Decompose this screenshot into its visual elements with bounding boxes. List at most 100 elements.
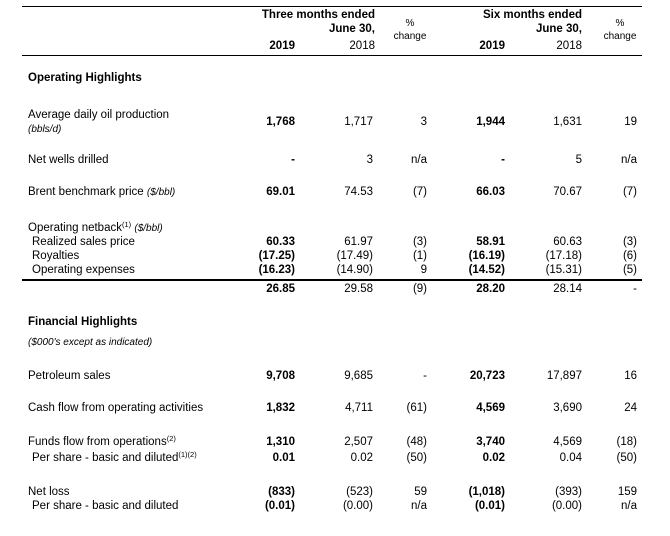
cell-qch: (1) <box>412 250 427 262</box>
cell-q18: 4,711 <box>345 402 373 414</box>
y-change-header: change <box>603 31 637 42</box>
y-2019-year: 2019 <box>479 40 505 52</box>
cell-q19: 1,768 <box>266 116 295 128</box>
y-pct-header: % <box>615 18 625 29</box>
cell-q18: 0.02 <box>350 452 373 464</box>
q-2019-year: 2019 <box>269 40 295 52</box>
net-loss-label: Net loss <box>28 486 70 498</box>
cell-ych: 19 <box>624 116 637 128</box>
cell-q18: 61.97 <box>344 236 373 248</box>
cell-y18: 0.04 <box>559 452 582 464</box>
per-share-loss-label: Per share - basic and diluted <box>32 500 179 512</box>
cell-y19: - <box>501 154 505 166</box>
cell-qch: n/a <box>411 500 427 512</box>
cell-q18: 3 <box>366 154 373 166</box>
q-pct-header: % <box>405 18 415 29</box>
three-months-header: Three months ended <box>261 9 375 21</box>
cell-y19: (14.52) <box>468 264 505 276</box>
q-change-header: change <box>393 31 427 42</box>
cell-y18: 5 <box>575 154 582 166</box>
net-wells-label: Net wells drilled <box>28 154 109 166</box>
cell-y18: (15.31) <box>545 264 582 276</box>
cell-q19: 9,708 <box>266 370 295 382</box>
financial-section-title: Financial Highlights <box>28 316 138 328</box>
cell-y19: 3,740 <box>476 436 505 448</box>
cell-y19: (1,018) <box>468 486 505 498</box>
cell-qch: 3 <box>420 116 427 128</box>
cell-y18: 1,631 <box>553 116 582 128</box>
opex-label: Operating expenses <box>32 264 135 276</box>
brent-label: Brent benchmark price ($/bbl) <box>28 186 176 198</box>
cell-y19: 20,723 <box>469 370 505 382</box>
cell-qch: 59 <box>414 486 427 498</box>
cell-y19: 28.20 <box>476 283 505 295</box>
cell-ych: n/a <box>621 154 637 166</box>
cell-qch: (3) <box>412 236 427 248</box>
cell-ych: (7) <box>622 186 637 198</box>
cell-y19: 4,569 <box>476 402 505 414</box>
cell-q19: 26.85 <box>266 283 295 295</box>
cell-qch: (61) <box>406 402 427 414</box>
cell-y18: 70.67 <box>553 186 582 198</box>
cell-ych: 159 <box>617 486 637 498</box>
cell-y18: (393) <box>555 486 582 498</box>
cell-q19: - <box>291 154 295 166</box>
cell-y18: 17,897 <box>546 370 582 382</box>
cell-qch: 9 <box>420 264 427 276</box>
cell-q19: 1,832 <box>266 402 295 414</box>
cell-q19: 69.01 <box>266 186 295 198</box>
cell-q19: (0.01) <box>264 500 295 512</box>
cell-ych: (6) <box>622 250 637 262</box>
cell-qch: (7) <box>412 186 427 198</box>
netback-subtotal-rule <box>22 279 642 281</box>
avg-oil-unit: (bbls/d) <box>28 124 62 135</box>
cell-ych: (3) <box>622 236 637 248</box>
funds-flow-label: Funds flow from operations(2) <box>28 434 176 448</box>
avg-oil-label: Average daily oil production <box>28 109 170 121</box>
petroleum-sales-label: Petroleum sales <box>28 370 111 382</box>
realized-label: Realized sales price <box>32 236 135 248</box>
cell-y18: 28.14 <box>553 283 582 295</box>
cell-q18: 29.58 <box>344 283 373 295</box>
cell-q19: (17.25) <box>258 250 295 262</box>
operating-section-title: Operating Highlights <box>28 72 142 84</box>
cell-q19: 60.33 <box>266 236 295 248</box>
netback-label: Operating netback(1) ($/bbl) <box>28 220 163 234</box>
cell-q18: 9,685 <box>344 370 373 382</box>
q-2018-year: 2018 <box>349 40 375 52</box>
cell-q19: 0.01 <box>272 452 295 464</box>
cell-ych: 24 <box>624 402 637 414</box>
cell-q18: (0.00) <box>342 500 373 512</box>
cell-q18: 1,717 <box>344 116 373 128</box>
cell-q18: (523) <box>346 486 373 498</box>
cell-qch: (50) <box>406 452 427 464</box>
six-months-date: June 30, <box>535 23 582 35</box>
cell-q18: (14.90) <box>336 264 373 276</box>
cell-ych: (18) <box>616 436 637 448</box>
cell-ych: n/a <box>621 500 637 512</box>
cell-y18: 60.63 <box>553 236 582 248</box>
cell-y19: 0.02 <box>482 452 505 464</box>
cell-y18: (17.18) <box>545 250 582 262</box>
cell-y18: 4,569 <box>553 436 582 448</box>
financial-section-note: ($000's except as indicated) <box>28 337 153 348</box>
per-share-funds-label: Per share - basic and diluted(1)(2) <box>32 450 197 464</box>
six-months-header: Six months ended <box>482 9 582 21</box>
cash-flow-label: Cash flow from operating activities <box>28 402 204 414</box>
cell-y19: 58.91 <box>476 236 505 248</box>
royalties-label: Royalties <box>32 250 80 262</box>
cell-qch: n/a <box>411 154 427 166</box>
cell-ych: - <box>633 283 637 295</box>
y-2018-year: 2018 <box>556 40 582 52</box>
header-bottom-rule <box>22 55 642 56</box>
cell-ych: (5) <box>622 264 637 276</box>
cell-y18: (0.00) <box>551 500 582 512</box>
cell-y18: 3,690 <box>553 402 582 414</box>
cell-q19: 1,310 <box>266 436 295 448</box>
cell-y19: (0.01) <box>474 500 505 512</box>
cell-q18: 74.53 <box>344 186 373 198</box>
cell-ych: 16 <box>624 370 637 382</box>
cell-q19: (833) <box>268 486 295 498</box>
cell-ych: (50) <box>616 452 637 464</box>
cell-qch: (48) <box>406 436 427 448</box>
